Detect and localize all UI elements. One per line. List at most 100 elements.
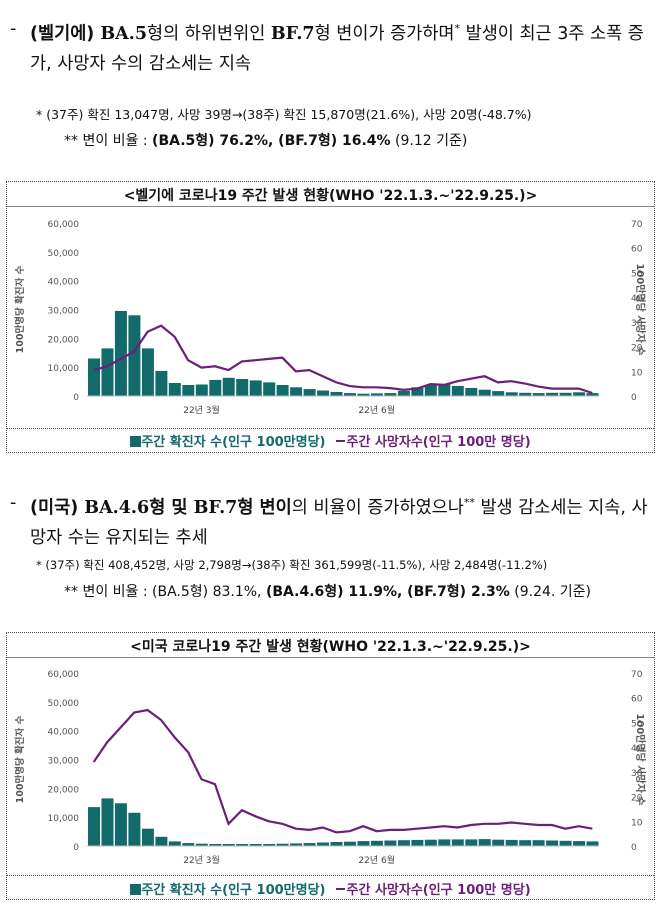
bar	[88, 358, 100, 396]
bar	[155, 836, 168, 846]
bar	[263, 382, 276, 396]
bar	[411, 839, 424, 846]
legend-deaths-label: 주간 사망자수(인구 100만 명당)	[346, 435, 531, 450]
bullet-text-part: 형 변이가 증가하며	[314, 23, 455, 44]
bar	[128, 315, 141, 396]
bar	[370, 840, 383, 846]
note-bold: (BA.4.6형) 11.9%, (BF.7형) 2.3%	[265, 584, 510, 600]
y-tick-left: 30,000	[48, 307, 80, 317]
bar	[209, 844, 222, 846]
y-tick-left: 40,000	[48, 728, 80, 738]
bullet-text-part: 의 비율이 증가하였으나	[291, 497, 464, 518]
usa-bullet: - (미국) BA.4.6형 및 BF.7형 변이의 비율이 증가하였으나** …	[10, 488, 652, 553]
bullet-text-part: 형의 하위변위인	[147, 23, 271, 44]
bar	[573, 841, 586, 846]
legend-divider	[7, 428, 654, 429]
y-tick-left: 50,000	[48, 249, 80, 259]
bar	[438, 839, 451, 846]
legend-bar-swatch	[130, 436, 142, 447]
bar	[559, 392, 572, 396]
footnote-marker: **	[463, 496, 475, 509]
variant-ba5: BA.5	[100, 23, 148, 44]
bar	[370, 393, 383, 396]
bullet-dash: -	[10, 19, 17, 39]
bar	[546, 392, 559, 396]
bar	[182, 843, 195, 846]
y-tick-left: 30,000	[48, 757, 80, 767]
bar	[546, 840, 559, 846]
y-tick-left: 0	[73, 843, 79, 853]
bar	[465, 387, 478, 396]
y-tick-left: 0	[73, 393, 79, 403]
chart-legend: 주간 확진자 수(인구 100만명당) 주간 사망자수(인구 100만 명당)	[7, 879, 654, 898]
bar	[141, 348, 154, 396]
y-tick-right: 10	[631, 368, 643, 378]
usa-bullet-text: (미국) BA.4.6형 및 BF.7형 변이의 비율이 증가하였으나** 발생…	[10, 488, 652, 553]
bar	[114, 803, 127, 846]
y-tick-right: 50	[631, 269, 643, 279]
bar	[478, 389, 491, 396]
bar	[182, 385, 195, 396]
legend-divider	[7, 875, 654, 876]
y-tick-right: 40	[631, 294, 643, 304]
belgium-chart: 0 10,000 20,000 30,000 40,000 50,000 60,000 0 10…	[14, 220, 647, 416]
bar	[384, 840, 397, 846]
bullet-text-part: 발생이 최근 3주 소폭 증가, 사망자 수의 감소세는 지속	[30, 23, 644, 74]
y-tick-right: 60	[631, 245, 643, 255]
bar	[424, 385, 437, 396]
bar	[236, 844, 249, 846]
bar	[249, 844, 262, 846]
variant-bf7: BF.7	[270, 23, 315, 44]
deaths-line	[93, 324, 593, 395]
bar	[168, 383, 181, 396]
bar	[397, 390, 410, 396]
bar	[438, 383, 451, 396]
note-bold: (BA.5형) 76.2%, (BF.7형) 16.4%	[152, 133, 391, 149]
y-axis-label-right: 100만명당 사망자 수	[634, 713, 647, 805]
y-tick-left: 40,000	[48, 278, 80, 288]
y-tick-right: 70	[631, 670, 643, 680]
bar	[357, 841, 370, 846]
usa-note-star: * (37주) 확진 408,452명, 사망 2,798명→(38주) 확진 …	[36, 558, 548, 572]
bar	[141, 828, 154, 846]
bar	[451, 385, 464, 396]
x-tick-label: 22년 3월	[183, 854, 220, 866]
y-tick-right: 20	[631, 344, 643, 354]
bar	[168, 841, 181, 846]
legend-cases-label: 주간 확진자 수(인구 100만명당)	[141, 883, 326, 898]
bar	[330, 842, 343, 846]
bar	[451, 839, 464, 846]
bar	[222, 377, 235, 396]
y-tick-right: 0	[631, 393, 637, 403]
belgium-bullet: - (벨기에) BA.5형의 하위변위인 BF.7형 변이가 증가하며* 발생이…	[10, 14, 652, 79]
deaths-line	[92, 708, 593, 834]
bar	[209, 379, 222, 396]
legend-line-swatch	[335, 888, 345, 890]
y-axis-label-left: 100만명당 확진자 수	[14, 265, 26, 353]
bar	[519, 840, 532, 846]
variant-bf7: BF.7	[193, 497, 238, 518]
bar	[195, 843, 208, 846]
belgium-note-variant: ** 변이 비율 : (BA.5형) 76.2%, (BF.7형) 16.4% …	[64, 131, 467, 151]
y-tick-right: 0	[631, 843, 637, 853]
y-tick-left: 10,000	[48, 814, 80, 824]
bar	[357, 393, 370, 396]
bullet-text-part: 형 변이	[237, 497, 292, 518]
bar	[290, 843, 303, 846]
bar	[532, 393, 545, 396]
legend-deaths-label: 주간 사망자수(인구 100만 명당)	[346, 883, 531, 898]
y-tick-left: 10,000	[48, 364, 80, 374]
bar	[290, 387, 303, 396]
bar	[384, 393, 397, 396]
bar	[303, 843, 316, 846]
bar	[303, 389, 316, 396]
belgium-chart-box: <벨기에 코로나19 주간 발생 현황(WHO '22.1.3.~'22.9.2…	[6, 181, 655, 453]
bar	[344, 393, 356, 396]
chart-title: <미국 코로나19 주간 발생 현황(WHO '22.1.3.~'22.9.25…	[130, 639, 531, 655]
x-tick-label: 22년 6월	[358, 404, 395, 416]
bar	[222, 844, 235, 846]
y-axis-label-left: 100만명당 확진자 수	[14, 715, 26, 803]
y-tick-right: 50	[631, 719, 643, 729]
bar	[532, 840, 545, 846]
country-label: (미국)	[30, 497, 85, 518]
